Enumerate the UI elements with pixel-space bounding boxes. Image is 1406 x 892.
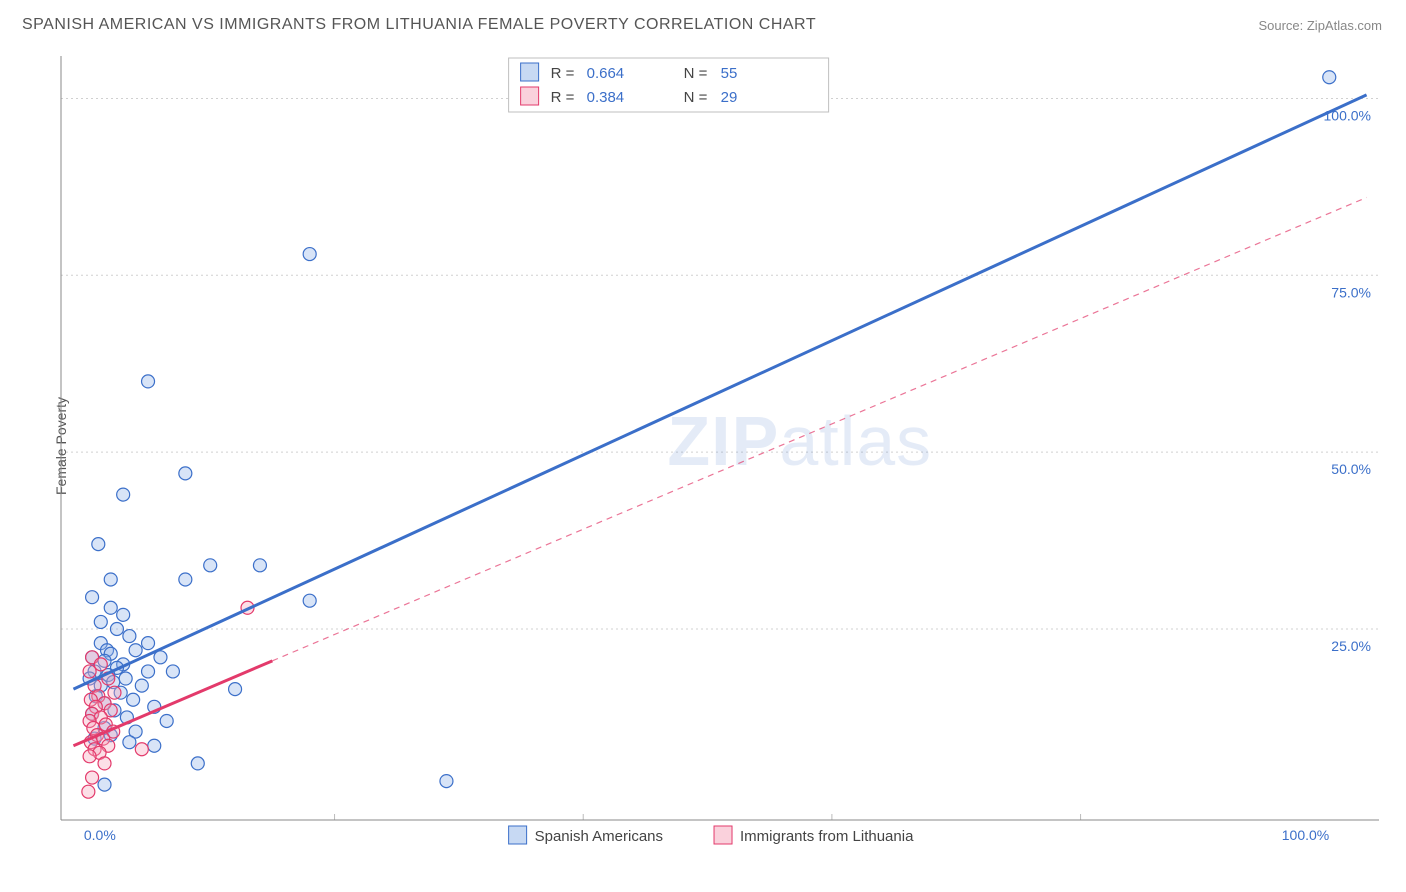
- legend-r-label: R =: [551, 89, 575, 106]
- source-link[interactable]: ZipAtlas.com: [1307, 18, 1382, 33]
- y-tick-label: 50.0%: [1331, 461, 1371, 477]
- data-point-spanish: [123, 736, 136, 749]
- x-tick-label: 0.0%: [84, 827, 116, 843]
- source-label: Source:: [1258, 18, 1306, 33]
- legend-bottom-swatch-spanish: [509, 826, 527, 844]
- legend-swatch-spanish: [521, 63, 539, 81]
- data-point-spanish: [123, 630, 136, 643]
- data-point-spanish: [117, 608, 130, 621]
- scatter-plot: ZIPatlas 25.0% 50.0% 75.0% 100.0% 0.0% 100.0% R…: [55, 48, 1385, 850]
- trendline-spanish: [73, 95, 1366, 689]
- data-point-lithuania: [94, 658, 107, 671]
- legend-n-value-spanish: 55: [721, 65, 738, 82]
- watermark: ZIPatlas: [667, 402, 932, 480]
- legend-r-value-lithuania: 0.384: [587, 89, 625, 106]
- data-point-spanish: [1323, 71, 1336, 84]
- legend-bottom-label-spanish: Spanish Americans: [535, 828, 663, 845]
- data-point-lithuania: [98, 757, 111, 770]
- y-tick-label: 25.0%: [1331, 638, 1371, 654]
- data-point-spanish: [119, 672, 132, 685]
- data-point-spanish: [204, 559, 217, 572]
- data-point-spanish: [303, 248, 316, 261]
- data-point-spanish: [98, 778, 111, 791]
- legend-bottom-label-lithuania: Immigrants from Lithuania: [740, 828, 914, 845]
- data-point-lithuania: [108, 686, 121, 699]
- legend-r-label: R =: [551, 65, 575, 82]
- plot-svg: ZIPatlas 25.0% 50.0% 75.0% 100.0% 0.0% 100.0% R…: [55, 48, 1385, 850]
- x-tick-label: 100.0%: [1282, 827, 1329, 843]
- legend-bottom-swatch-lithuania: [714, 826, 732, 844]
- data-point-spanish: [135, 679, 148, 692]
- data-point-spanish: [440, 775, 453, 788]
- data-point-lithuania: [135, 743, 148, 756]
- data-point-spanish: [117, 488, 130, 501]
- y-tick-label: 100.0%: [1324, 107, 1371, 123]
- y-tick-label: 75.0%: [1331, 284, 1371, 300]
- legend-n-value-lithuania: 29: [721, 89, 738, 106]
- data-point-lithuania: [82, 785, 95, 798]
- data-point-spanish: [127, 693, 140, 706]
- data-point-spanish: [166, 665, 179, 678]
- data-point-spanish: [229, 683, 242, 696]
- legend-n-label: N =: [684, 65, 708, 82]
- chart-title: SPANISH AMERICAN VS IMMIGRANTS FROM LITH…: [22, 16, 816, 34]
- data-point-spanish: [110, 623, 123, 636]
- data-point-spanish: [104, 601, 117, 614]
- data-point-spanish: [253, 559, 266, 572]
- data-point-spanish: [179, 467, 192, 480]
- legend-n-label: N =: [684, 89, 708, 106]
- data-point-spanish: [160, 714, 173, 727]
- data-point-spanish: [142, 637, 155, 650]
- data-point-lithuania: [86, 771, 99, 784]
- legend-swatch-lithuania: [521, 87, 539, 105]
- legend-r-value-spanish: 0.664: [587, 65, 625, 82]
- data-point-lithuania: [83, 750, 96, 763]
- data-point-spanish: [129, 644, 142, 657]
- data-point-spanish: [92, 538, 105, 551]
- trendline-ext-lithuania: [272, 197, 1366, 660]
- data-point-lithuania: [83, 665, 96, 678]
- data-point-spanish: [94, 615, 107, 628]
- data-point-spanish: [142, 665, 155, 678]
- data-point-spanish: [86, 591, 99, 604]
- data-point-spanish: [104, 573, 117, 586]
- source-attribution: Source: ZipAtlas.com: [1258, 18, 1382, 33]
- data-point-spanish: [179, 573, 192, 586]
- data-point-spanish: [142, 375, 155, 388]
- data-point-spanish: [303, 594, 316, 607]
- data-point-spanish: [148, 739, 161, 752]
- data-point-spanish: [191, 757, 204, 770]
